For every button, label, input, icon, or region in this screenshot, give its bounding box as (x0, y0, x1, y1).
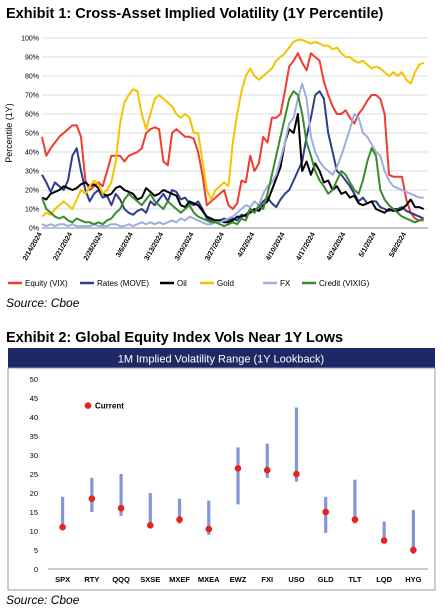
y-tick-label: 10% (25, 207, 39, 214)
x-tick-label: 2/28/2024 (83, 231, 105, 262)
y-tick-label: 0% (29, 226, 39, 233)
legend-label: Oil (177, 279, 187, 288)
current-dot (293, 470, 300, 478)
range-bar (119, 474, 123, 516)
series-line (41, 38, 425, 218)
current-dot (59, 523, 66, 531)
series-line (41, 52, 424, 222)
legend-label: Credit (VIXIG) (319, 279, 370, 288)
plot-border (7, 367, 436, 591)
legend-swatch (84, 402, 92, 409)
current-dot (117, 504, 125, 512)
x-tick-label: 4/24/2024 (326, 231, 348, 262)
y-tick-label: 35 (30, 432, 38, 441)
x-tick-label: SXSE (140, 575, 160, 584)
current-dot (263, 466, 271, 474)
range-bar (382, 521, 386, 543)
y-tick-label: 80% (25, 74, 39, 81)
series-line (41, 90, 425, 222)
y-tick-label: 30 (30, 451, 38, 460)
current-dot (147, 522, 154, 529)
x-tick-label: 5/8/2024 (388, 231, 408, 258)
y-tick-label: 50% (25, 131, 39, 138)
y-axis-label: Percentile (1Y) (4, 103, 14, 163)
x-tick-label: 3/20/2024 (174, 231, 196, 262)
x-tick-label: 4/10/2024 (265, 231, 287, 262)
x-tick-label: TLT (348, 575, 362, 584)
y-tick-label: 25 (30, 470, 38, 479)
y-tick-label: 100% (21, 36, 39, 43)
range-bar (236, 447, 240, 505)
x-tick-label: SPX (55, 575, 70, 584)
current-dot (410, 546, 417, 554)
y-tick-label: 10 (30, 527, 38, 536)
x-tick-label: 3/27/2024 (204, 231, 226, 262)
x-tick-label: GLD (318, 575, 334, 584)
exhibit2-source: Source: Cboe (6, 593, 80, 607)
current-dot (205, 525, 213, 533)
legend-label: FX (280, 279, 291, 288)
range-bar (207, 500, 211, 535)
x-tick-label: EWZ (230, 575, 247, 584)
x-tick-label: 4/17/2024 (295, 231, 317, 262)
x-tick-label: MXEF (169, 575, 190, 584)
range-bar (411, 510, 415, 554)
x-tick-label: HYG (405, 575, 421, 584)
range-bar (61, 496, 65, 528)
range-bar (294, 407, 299, 482)
range-bar (265, 443, 269, 478)
current-dot (322, 508, 329, 516)
legend-label: Gold (217, 279, 234, 288)
x-tick-label: 4/3/2024 (237, 231, 257, 258)
current-dot (234, 465, 242, 472)
x-tick-label: 2/21/2024 (52, 231, 74, 262)
chart-title-banner (8, 348, 435, 368)
x-tick-label: 5/1/2024 (358, 231, 378, 258)
legend-label: Equity (VIX) (25, 279, 68, 288)
current-dot (88, 495, 96, 502)
x-tick-label: 2/14/2024 (22, 231, 44, 262)
exhibit1-title: Exhibit 1: Cross-Asset Implied Volatilit… (6, 6, 384, 22)
y-tick-label: 40 (30, 413, 38, 422)
y-tick-label: 90% (25, 55, 39, 62)
y-tick-label: 20% (25, 188, 39, 195)
x-tick-label: 3/6/2024 (115, 231, 135, 258)
y-tick-label: 20 (30, 489, 38, 498)
current-dot (176, 516, 183, 523)
exhibit2-title: Exhibit 2: Global Equity Index Vols Near… (6, 330, 344, 346)
x-tick-label: FXI (261, 575, 273, 584)
current-dot (351, 516, 359, 523)
series-line (41, 113, 425, 224)
range-bar (90, 477, 94, 512)
y-tick-label: 15 (30, 508, 38, 517)
series-line (41, 90, 425, 228)
x-tick-label: QQQ (112, 575, 130, 584)
chart-title: 1M Implied Volatility Range (1Y Lookback… (118, 354, 324, 366)
y-tick-label: 30% (25, 169, 39, 176)
exhibit1-source: Source: Cboe (6, 296, 80, 310)
x-tick-label: LQD (376, 575, 392, 584)
current-dot (380, 537, 388, 544)
equity-index-vol-chart: 1M Implied Volatility Range (1Y Lookback… (7, 348, 436, 591)
x-tick-label: 3/13/2024 (144, 231, 166, 262)
x-tick-label: USO (288, 575, 304, 584)
x-tick-label: MXEA (198, 575, 220, 584)
y-tick-label: 0 (34, 565, 38, 574)
y-tick-label: 50 (30, 375, 38, 384)
legend-label: Current (95, 402, 124, 411)
y-tick-label: 40% (25, 150, 39, 157)
legend-label: Rates (MOVE) (97, 279, 149, 288)
series-line (41, 82, 424, 228)
x-tick-label: RTY (84, 575, 99, 584)
y-tick-label: 60% (25, 112, 39, 119)
y-tick-label: 5 (34, 546, 38, 555)
range-bar (177, 498, 182, 524)
range-bar (148, 493, 152, 528)
y-tick-label: 70% (25, 93, 39, 100)
range-bar (353, 479, 357, 524)
y-tick-label: 45 (30, 394, 38, 403)
cross-asset-vol-chart: 0% 10% 20% 30% 40% 50% 60% 70% 80% 90% 100% Percent… (4, 36, 428, 288)
